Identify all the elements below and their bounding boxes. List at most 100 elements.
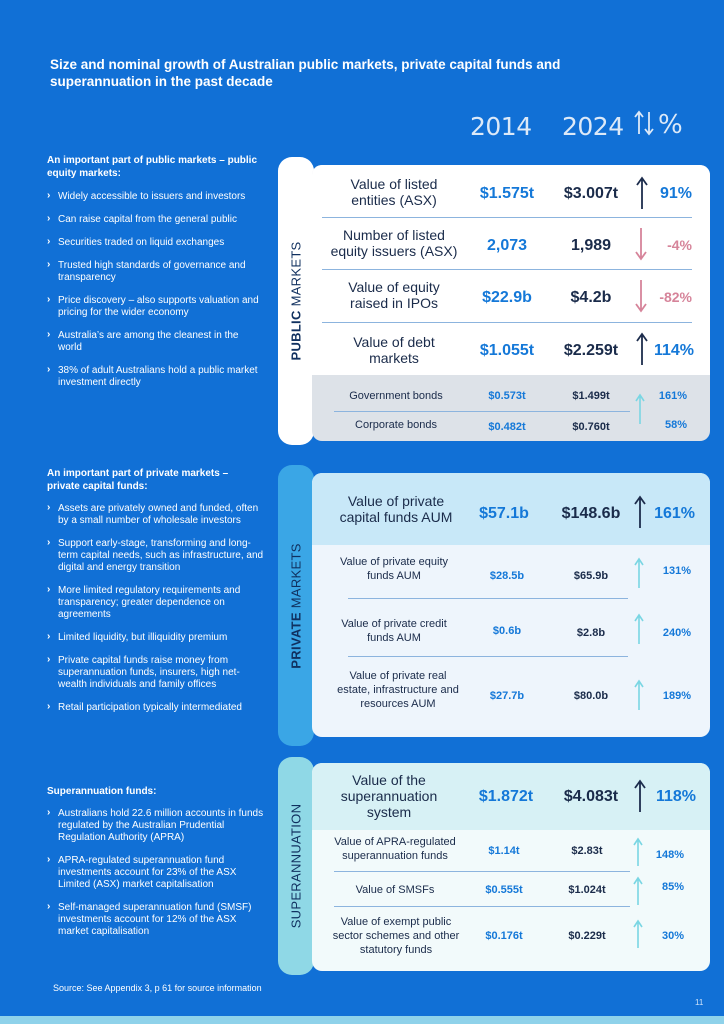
arrow-up-icon bbox=[633, 919, 643, 948]
value-2014: $0.176t bbox=[485, 930, 523, 942]
arrow-up-icon bbox=[636, 332, 648, 365]
value-2024: $80.0b bbox=[573, 690, 609, 702]
private-markets-tab: PRIVATE MARKETS bbox=[278, 465, 314, 746]
list-item: 38% of adult Australians hold a public m… bbox=[47, 364, 259, 389]
arrow-up-icon bbox=[636, 176, 648, 209]
superannuation-panel: Value of the superannuation system $1.87… bbox=[312, 763, 710, 971]
value-2014: $1.575t bbox=[479, 185, 535, 202]
value-2014: $22.9b bbox=[482, 289, 532, 306]
arrow-up-icon bbox=[634, 557, 644, 588]
change-percent: 114% bbox=[653, 342, 694, 359]
list-item: APRA-regulated superannuation fund inves… bbox=[47, 854, 265, 891]
change-percent: 30% bbox=[661, 930, 684, 942]
value-2014: $1.872t bbox=[478, 788, 534, 805]
value-2014: $0.555t bbox=[485, 884, 523, 896]
value-2024: $1.024t bbox=[568, 884, 606, 896]
subrow-label: Value of SMSFs bbox=[355, 884, 435, 896]
up-down-arrows-icon bbox=[634, 110, 654, 136]
list-item: Limited liquidity, but illiquidity premi… bbox=[47, 631, 265, 644]
list-item: Securities traded on liquid exchanges bbox=[47, 236, 259, 249]
public-intro: An important part of public markets – pu… bbox=[47, 155, 258, 179]
row-label: Value of private capital funds AUM bbox=[339, 493, 453, 525]
value-2014: $28.5b bbox=[489, 570, 525, 582]
list-item: Price discovery – also supports valuatio… bbox=[47, 294, 259, 319]
arrow-up-icon bbox=[635, 393, 645, 424]
subrow-label: Value of private equity funds AUM bbox=[339, 556, 449, 582]
arrow-up-icon bbox=[633, 876, 643, 905]
tab-label-bold: PRIVATE bbox=[288, 611, 304, 669]
list-item: Self-managed superannuation fund (SMSF) … bbox=[47, 901, 265, 938]
row-label: Value of the superannuation system bbox=[340, 772, 438, 820]
value-2024: $4.083t bbox=[563, 788, 619, 805]
change-percent: 148% bbox=[655, 849, 684, 861]
list-item: Support early-stage, transforming and lo… bbox=[47, 537, 265, 574]
tab-label-bold: PUBLIC bbox=[288, 310, 304, 361]
change-percent: 118% bbox=[655, 788, 696, 805]
value-2024: 1,989 bbox=[570, 237, 612, 254]
value-2024: $2.8b bbox=[576, 627, 606, 639]
value-2024: $2.83t bbox=[571, 845, 603, 857]
value-2014: 2,073 bbox=[486, 237, 528, 254]
value-2024: $4.2b bbox=[570, 289, 612, 306]
public-markets-tab: PUBLIC MARKETS bbox=[278, 157, 314, 445]
list-item: Widely accessible to issuers and investo… bbox=[47, 190, 259, 203]
public-markets-panel: Value of listed entities (ASX) $1.575t $… bbox=[312, 165, 710, 441]
bottom-bar bbox=[0, 1016, 724, 1024]
list-item: Assets are privately owned and funded, o… bbox=[47, 502, 265, 527]
change-percent: 240% bbox=[662, 627, 691, 639]
public-bullets: Widely accessible to issuers and investo… bbox=[47, 190, 259, 389]
value-2024: $0.760t bbox=[572, 421, 610, 433]
subrow-label: Corporate bonds bbox=[355, 419, 437, 431]
private-markets-panel: Value of private capital funds AUM $57.1… bbox=[312, 473, 710, 737]
private-intro: An important part of private markets – p… bbox=[47, 468, 229, 492]
arrow-down-icon bbox=[635, 228, 647, 261]
header-year-2014: 2014 bbox=[470, 112, 532, 141]
header-change: % bbox=[632, 110, 683, 140]
list-item: Private capital funds raise money from s… bbox=[47, 654, 265, 691]
header-percent: % bbox=[658, 110, 683, 140]
value-2014: $1.055t bbox=[479, 342, 535, 359]
arrow-up-icon bbox=[634, 679, 644, 710]
value-2014: $1.14t bbox=[488, 845, 520, 857]
value-2014: $0.6b bbox=[492, 625, 522, 637]
list-item: Can raise capital from the general publi… bbox=[47, 213, 259, 226]
row-label: Value of listed entities (ASX) bbox=[350, 176, 438, 208]
row-label: Number of listed equity issuers (ASX) bbox=[330, 227, 458, 259]
tab-label: SUPERANNUATION bbox=[288, 803, 304, 929]
page-title: Size and nominal growth of Australian pu… bbox=[50, 57, 561, 89]
page-number: 11 bbox=[695, 998, 704, 1007]
change-percent: 189% bbox=[662, 690, 691, 702]
value-2014: $57.1b bbox=[479, 505, 529, 522]
value-2014: $0.573t bbox=[488, 390, 526, 402]
list-item: Trusted high standards of governance and… bbox=[47, 259, 259, 284]
change-percent: 131% bbox=[662, 565, 691, 577]
value-2024: $1.499t bbox=[572, 390, 610, 402]
subrow-label: Government bonds bbox=[349, 390, 443, 402]
subrow-label: Value of private real estate, infrastruc… bbox=[337, 670, 459, 710]
arrow-up-icon bbox=[634, 495, 646, 528]
subrow-label: Value of private credit funds AUM bbox=[341, 618, 447, 644]
header-year-2024: 2024 bbox=[562, 112, 624, 141]
subrow-label: Value of APRA-regulated superannuation f… bbox=[334, 836, 456, 862]
change-percent: 161% bbox=[658, 390, 687, 402]
arrow-up-icon bbox=[634, 779, 646, 812]
super-intro: Superannuation funds: bbox=[47, 786, 157, 797]
arrow-up-icon bbox=[634, 613, 644, 644]
row-label: Value of equity raised in IPOs bbox=[348, 279, 440, 311]
arrow-down-icon bbox=[635, 280, 647, 313]
row-label: Value of debt markets bbox=[353, 334, 435, 366]
private-bullets: Assets are privately owned and funded, o… bbox=[47, 502, 265, 714]
change-percent: 161% bbox=[654, 505, 695, 522]
arrow-up-icon bbox=[633, 837, 643, 866]
list-item: Australia’s are among the cleanest in th… bbox=[47, 329, 259, 354]
super-bullets: Australians hold 22.6 million accounts i… bbox=[47, 807, 265, 938]
value-2024: $65.9b bbox=[573, 570, 609, 582]
change-percent: 85% bbox=[661, 881, 684, 893]
change-percent: 91% bbox=[659, 185, 692, 202]
value-2024: $2.259t bbox=[563, 342, 619, 359]
change-percent: 58% bbox=[664, 419, 687, 431]
value-2014: $0.482t bbox=[488, 421, 526, 433]
list-item: Australians hold 22.6 million accounts i… bbox=[47, 807, 265, 844]
value-2024: $3.007t bbox=[563, 185, 619, 202]
list-item: More limited regulatory requirements and… bbox=[47, 584, 265, 621]
